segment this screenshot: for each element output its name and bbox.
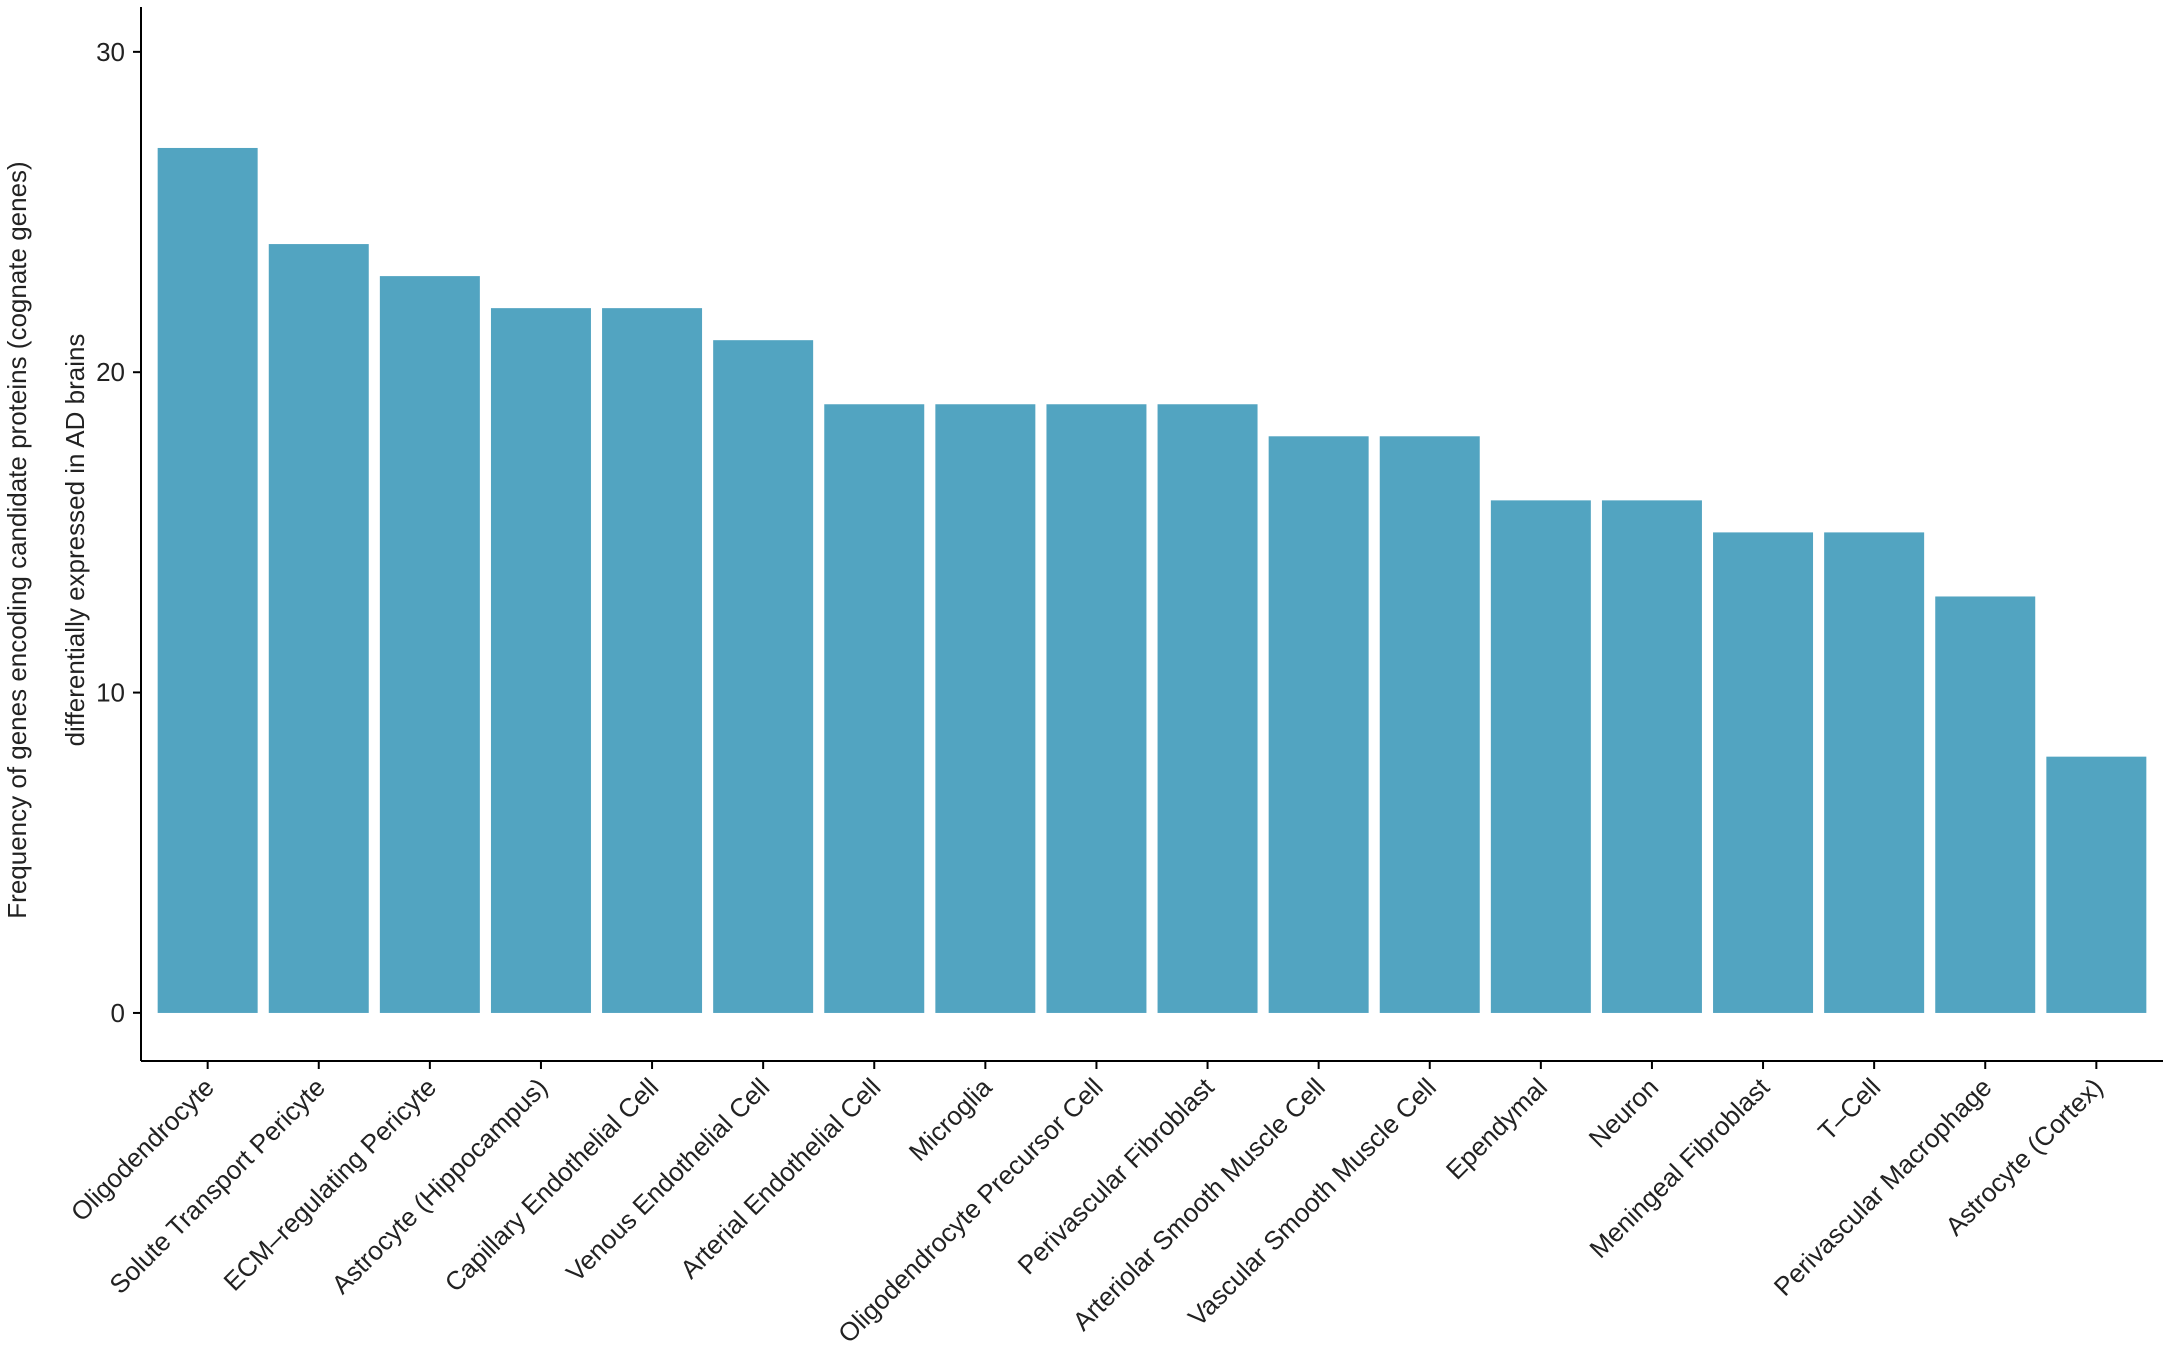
x-tick-label: T–Cell (1812, 1072, 1886, 1146)
y-axis-title-line: Frequency of genes encoding candidate pr… (2, 161, 32, 918)
x-tick-label: Perivascular Fibroblast (1012, 1071, 1221, 1280)
x-tick-label: Arterial Endothelial Cell (674, 1072, 886, 1284)
x-tick-label: Solute Transport Pericyte (103, 1072, 331, 1300)
bar (1379, 436, 1480, 1013)
bar (157, 147, 258, 1013)
x-tick-label: Meningeal Fibroblast (1583, 1071, 1775, 1263)
bar (1157, 404, 1258, 1013)
bar (379, 276, 480, 1013)
x-tick-label: Perivascular Macrophage (1768, 1072, 1998, 1302)
bar (1601, 500, 1702, 1013)
y-tick-label: 0 (111, 998, 125, 1028)
bar (490, 308, 591, 1013)
bar (2046, 756, 2147, 1013)
bar (713, 340, 814, 1013)
bar (1046, 404, 1147, 1013)
bar (1713, 532, 1814, 1013)
bar (268, 244, 369, 1013)
x-tick-label: Ependymal (1440, 1072, 1553, 1185)
bar (935, 404, 1036, 1013)
bar (1490, 500, 1591, 1013)
bar (1824, 532, 1925, 1013)
x-tick-label: ECM–regulating Pericyte (218, 1072, 443, 1297)
y-axis-title-line: differentially expressed in AD brains (60, 334, 90, 747)
y-tick-label: 10 (96, 678, 125, 708)
bar (602, 308, 703, 1013)
bar (824, 404, 925, 1013)
x-tick-label: Neuron (1583, 1072, 1665, 1154)
bar (1935, 596, 2036, 1013)
x-tick-label: Microglia (903, 1072, 998, 1167)
x-tick-label: Venous Endothelial Cell (560, 1072, 775, 1287)
x-tick-label: Astrocyte (Hippocampus) (326, 1072, 554, 1300)
bar (1268, 436, 1369, 1013)
y-tick-label: 20 (96, 357, 125, 387)
y-axis-title: Frequency of genes encoding candidate pr… (2, 161, 90, 918)
y-tick-label: 30 (96, 37, 125, 67)
x-tick-label: Capillary Endothelial Cell (439, 1072, 665, 1298)
